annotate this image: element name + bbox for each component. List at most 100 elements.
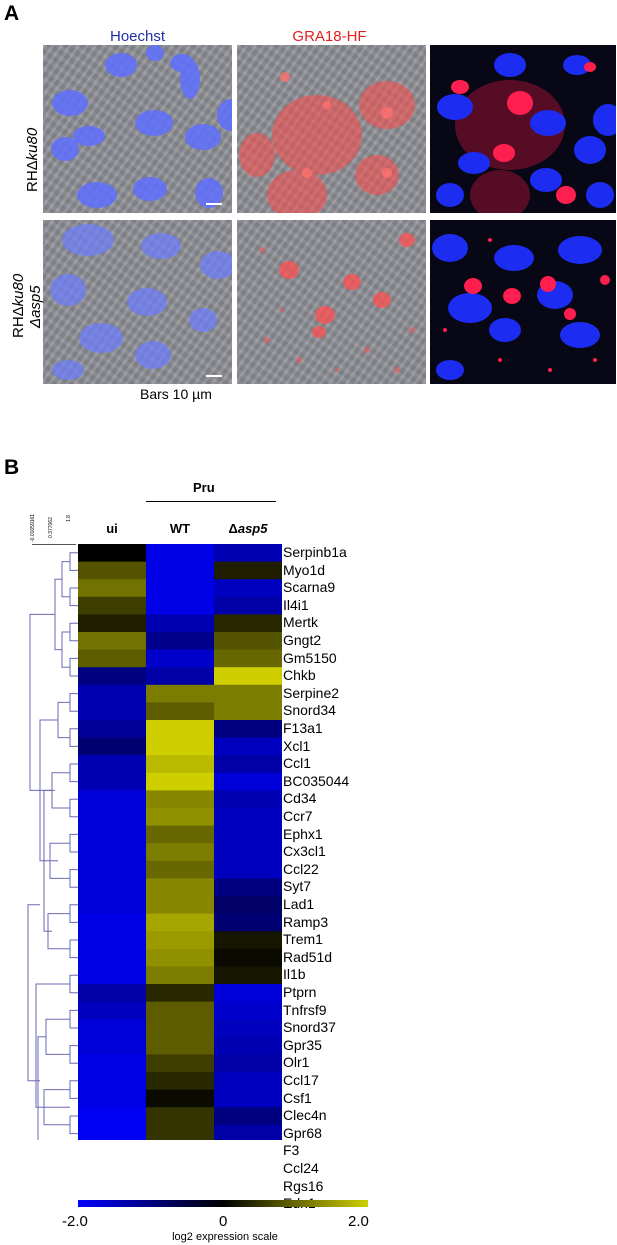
- row-label-prefix: RHΔ: [10, 306, 27, 338]
- hoechst-channel-label: Hoechst: [109, 28, 166, 45]
- micrograph-hoechst-asp5: [43, 220, 232, 384]
- heatmap-cell: [78, 544, 146, 562]
- heatmap-cell: [214, 737, 282, 756]
- heatmap-cell: [214, 790, 282, 809]
- column-header-asp5-label: asp5: [237, 521, 268, 536]
- heatmap-cells: [78, 544, 282, 1140]
- heatmap-cell: [78, 808, 146, 826]
- scale-max-label: 2.0: [348, 1213, 369, 1230]
- heatmap-cell: [214, 1001, 282, 1020]
- gene-label: Gngt2: [283, 632, 322, 648]
- heatmap-cell: [214, 931, 282, 950]
- gene-label: Scarna9: [283, 579, 336, 596]
- gene-label: Ramp3: [283, 913, 329, 930]
- heatmap-cell: [78, 825, 146, 844]
- heatmap-cell: [78, 966, 146, 985]
- scale-bar-row1: [206, 203, 222, 205]
- group-bracket-line: [146, 501, 276, 502]
- micrograph-merge-asp5: [430, 220, 616, 384]
- dendrogram-branch: [69, 622, 78, 642]
- gene-label: Clec4n: [283, 1107, 327, 1124]
- heatmap-cell: [146, 596, 214, 615]
- heatmap-cell: [78, 948, 146, 967]
- heatmap-cell: [146, 755, 214, 774]
- dendrogram-branch: [69, 1115, 78, 1135]
- gene-label: Lad1: [283, 896, 315, 912]
- micrograph-gra18-ku80: [237, 45, 426, 213]
- delta-prefix: Δ: [228, 521, 238, 536]
- heatmap-cell: [146, 948, 214, 967]
- dendrogram-branch: [69, 869, 78, 888]
- gene-label: Tnfrsf9: [283, 1001, 327, 1018]
- scale-bar-row2: [206, 375, 222, 377]
- heatmap-cell: [146, 561, 214, 580]
- heatmap-cell: [146, 790, 214, 809]
- heatmap-cell: [214, 966, 282, 985]
- micrograph-merge-ku80: [430, 45, 616, 213]
- heatmap-cell: [214, 984, 282, 1002]
- heatmap-svg: [27, 544, 282, 1140]
- heatmap-cell: [146, 1072, 214, 1090]
- heatmap-cell: [214, 948, 282, 967]
- heatmap-cell: [214, 667, 282, 686]
- gene-label: Gpr35: [283, 1036, 322, 1053]
- gene-label: Ptprn: [283, 984, 317, 1000]
- gene-label: Ccl22: [283, 860, 319, 877]
- heatmap-cell: [78, 702, 146, 721]
- heatmap-cell: [78, 913, 146, 932]
- dendrogram-branch: [69, 728, 78, 747]
- heatmap-cell: [214, 649, 282, 668]
- heatmap-cell: [146, 632, 214, 650]
- heatmap-cell: [146, 843, 214, 862]
- heatmap-cell: [146, 737, 214, 756]
- dendrogram-branch: [54, 578, 62, 651]
- heatmap-cell: [78, 984, 146, 1002]
- gene-label: F3: [283, 1142, 300, 1159]
- heatmap-cell: [214, 1019, 282, 1038]
- heatmap-cell: [78, 1107, 146, 1126]
- gene-label: Syt7: [283, 878, 312, 895]
- heatmap-cell: [146, 966, 214, 985]
- heatmap-cell: [214, 860, 282, 879]
- row-label-prefix: RHΔ: [24, 160, 41, 192]
- column-header-wt: WT: [169, 521, 191, 536]
- heatmap-cell: [78, 632, 146, 650]
- scale-title: log2 expression scale: [172, 1231, 278, 1243]
- scale-mid-label: 0: [219, 1213, 228, 1230]
- gene-label: Il1b: [283, 966, 306, 983]
- heatmap-cell: [78, 1019, 146, 1038]
- heatmap-cell: [214, 614, 282, 633]
- heatmap-cell: [214, 755, 282, 774]
- heatmap-cell: [146, 1107, 214, 1126]
- heatmap-cell: [146, 579, 214, 598]
- heatmap-cell: [146, 878, 214, 897]
- heatmap-cell: [214, 1054, 282, 1073]
- heatmap-cell: [146, 808, 214, 826]
- heatmap-cell: [214, 843, 282, 862]
- heatmap-cell: [78, 561, 146, 580]
- dendro-tick-1: -0.01659161: [30, 513, 36, 542]
- heatmap-cell: [146, 1089, 214, 1108]
- row-label-italic: ku80: [24, 127, 41, 161]
- gene-label: Olr1: [283, 1054, 310, 1071]
- gene-label: Ccr7: [283, 808, 313, 824]
- dendrogram-branch: [69, 1045, 78, 1064]
- gene-label: Trem1: [283, 931, 323, 948]
- heatmap-cell: [146, 720, 214, 738]
- scale-bar-caption: Bars 10 µm: [140, 386, 212, 402]
- heatmap-cell: [146, 984, 214, 1002]
- gene-label: Ccl17: [283, 1072, 319, 1088]
- heatmap-cell: [214, 808, 282, 826]
- heatmap-cell: [146, 1019, 214, 1038]
- heatmap-cell: [214, 1089, 282, 1108]
- dendrogram-branch: [45, 1018, 70, 1055]
- heatmap-cell: [214, 896, 282, 914]
- heatmap-cell: [214, 579, 282, 598]
- dendro-tick-3: 1.8: [66, 515, 72, 522]
- dendrogram-branch: [61, 631, 70, 668]
- heatmap-cell: [78, 772, 146, 791]
- scale-min-label: -2.0: [62, 1213, 88, 1230]
- heatmap-cell: [146, 649, 214, 668]
- heatmap-cell: [78, 614, 146, 633]
- heatmap-cell: [214, 684, 282, 703]
